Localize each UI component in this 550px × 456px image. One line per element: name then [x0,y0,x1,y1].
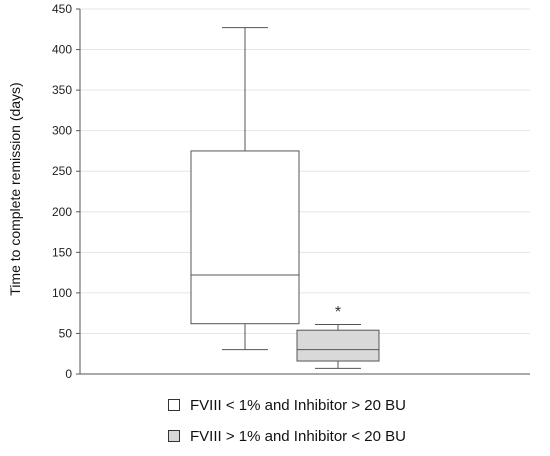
legend-label-series-1: FVIII < 1% and Inhibitor > 20 BU [190,396,406,414]
y-tick-label-200: 200 [52,205,72,219]
y-tick-label-400: 400 [52,43,72,57]
y-tick-label-450: 450 [52,2,72,16]
y-tick-label-300: 300 [52,124,72,138]
gridlines [80,8,530,334]
y-tick-label-50: 50 [59,326,73,340]
legend-item-series-2: FVIII > 1% and Inhibitor < 20 BU [168,425,406,447]
y-tick-label-150: 150 [52,245,72,259]
series-2-outlier-1: * [335,304,341,321]
y-tick-label-350: 350 [52,83,72,97]
legend-swatch-series-1 [168,399,180,411]
legend-label-series-2: FVIII > 1% and Inhibitor < 20 BU [190,427,406,445]
y-tick-label-250: 250 [52,164,72,178]
y-axis-title: Time to complete remission (days) [7,82,23,295]
y-tick-label-100: 100 [52,286,72,300]
series-1-box [190,150,300,325]
y-tick-label-0: 0 [65,367,72,381]
legend-item-series-1: FVIII < 1% and Inhibitor > 20 BU [168,394,406,416]
boxes: * [190,27,380,369]
legend-swatch-series-2 [168,430,180,442]
legend: FVIII < 1% and Inhibitor > 20 BU FVIII >… [168,394,406,456]
y-tick-labels: 0 50 100 150 200 250 300 350 400 450 [52,2,72,381]
axes [76,8,530,375]
series-2-box [296,329,380,362]
